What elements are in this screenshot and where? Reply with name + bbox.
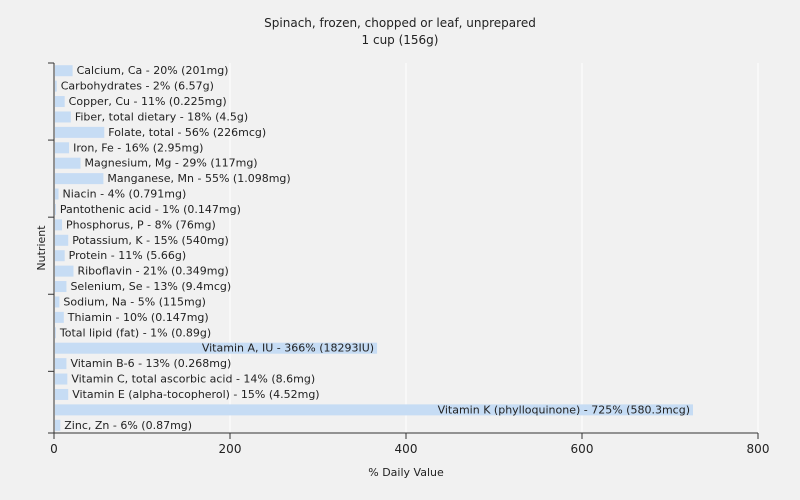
bar (55, 404, 693, 416)
bar (55, 250, 65, 262)
x-tick-label: 200 (219, 442, 242, 456)
bar (55, 203, 56, 215)
bar (55, 327, 56, 339)
bar (55, 188, 59, 200)
x-tick-label: 800 (747, 442, 770, 456)
bar-label: Riboflavin - 21% (0.349mg) (77, 265, 228, 278)
bar (55, 265, 74, 277)
bar-label: Vitamin B-6 - 13% (0.268mg) (70, 357, 231, 370)
x-axis-title: % Daily Value (368, 466, 444, 479)
bars: Calcium, Ca - 20% (201mg) Carbohydrates -… (55, 64, 693, 432)
bar-label: Copper, Cu - 11% (0.225mg) (69, 95, 227, 108)
bar-label: Sodium, Na - 5% (115mg) (63, 295, 206, 308)
bar-label: Magnesium, Mg - 29% (117mg) (85, 157, 258, 170)
bar-label: Calcium, Ca - 20% (201mg) (77, 64, 229, 77)
bar-label: Zinc, Zn - 6% (0.87mg) (64, 419, 192, 432)
chart-subtitle: 1 cup (156g) (362, 33, 439, 47)
bar (55, 311, 64, 323)
bar (55, 157, 81, 169)
bar-label: Vitamin A, IU - 366% (18293IU) (202, 342, 374, 355)
bar-label: Pantothenic acid - 1% (0.147mg) (60, 203, 241, 216)
bar-label: Iron, Fe - 16% (2.95mg) (73, 141, 203, 154)
bar-label: Selenium, Se - 13% (9.4mcg) (70, 280, 231, 293)
bar (55, 234, 69, 246)
axes: 0 200 400 600 800 (48, 62, 770, 456)
bar (55, 126, 105, 138)
bar-label: Total lipid (fat) - 1% (0.89g) (59, 326, 211, 339)
bar (55, 111, 71, 123)
chart-title: Spinach, frozen, chopped or leaf, unprep… (264, 16, 536, 30)
bar (55, 419, 61, 431)
y-axis-title: Nutrient (35, 225, 48, 271)
bar (55, 96, 65, 108)
bar-label: Vitamin E (alpha-tocopherol) - 15% (4.52… (72, 388, 319, 401)
bar-label: Fiber, total dietary - 18% (4.5g) (75, 110, 248, 123)
bar-label: Folate, total - 56% (226mcg) (108, 126, 266, 139)
bar-label: Vitamin C, total ascorbic acid - 14% (8.… (71, 373, 315, 386)
bar (55, 281, 67, 293)
bar (55, 173, 104, 185)
x-tick-label: 0 (50, 442, 58, 456)
x-tick-label: 400 (395, 442, 418, 456)
bar (55, 219, 63, 231)
bar-label: Potassium, K - 15% (540mg) (72, 234, 229, 247)
bar (55, 296, 60, 308)
bar-label: Vitamin K (phylloquinone) - 725% (580.3m… (438, 403, 690, 416)
bar (55, 342, 378, 354)
bar (55, 142, 70, 154)
bar-label: Protein - 11% (5.66g) (69, 249, 187, 262)
bar-label: Niacin - 4% (0.791mg) (63, 188, 187, 201)
bar (55, 358, 67, 370)
grid (229, 63, 759, 433)
x-tick-label: 600 (571, 442, 594, 456)
bar (55, 65, 73, 77)
bar (55, 373, 68, 385)
bar (55, 388, 69, 400)
bar-label: Manganese, Mn - 55% (1.098mg) (107, 172, 290, 185)
bar (55, 80, 57, 92)
bar-label: Thiamin - 10% (0.147mg) (67, 311, 209, 324)
bar-label: Carbohydrates - 2% (6.57g) (61, 80, 214, 93)
bar-label: Phosphorus, P - 8% (76mg) (66, 218, 216, 231)
